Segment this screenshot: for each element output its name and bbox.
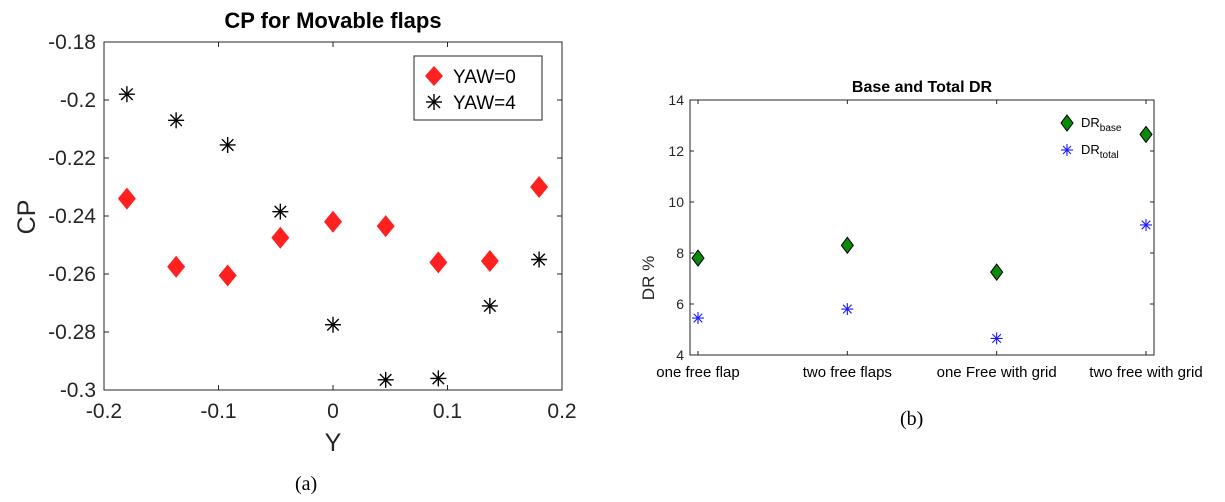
cp-point-yaw0 (376, 215, 395, 238)
dr-point-base (840, 236, 854, 255)
dr-chart-ylabel: DR % (639, 256, 658, 300)
dr-chart: Base and Total DR DR % 4 6 8 10 12 14 one free… (639, 79, 1203, 381)
cp-point-yaw0 (218, 264, 237, 287)
x-tick-label: -0.2 (86, 400, 122, 423)
cp-point-yaw4 (118, 86, 135, 103)
cp-point-yaw0 (429, 251, 448, 274)
dr-legend-total: DRtotal (1081, 142, 1119, 161)
caption-a: (a) (295, 473, 318, 495)
cp-legend: YAW=0 YAW=4 (413, 55, 543, 121)
x-tick-label: 0.1 (433, 400, 462, 423)
cp-chart-ylabel: CP (13, 200, 41, 235)
x-tick-label: 0 (327, 400, 339, 423)
dr-y-tick-label: 4 (676, 347, 684, 363)
cp-chart: CP for Movable flaps CP Y -0.2 -0.1 0 0.1 0.… (13, 8, 577, 457)
y-tick-label: -0.18 (48, 31, 96, 54)
x-tick-label: 0.2 (547, 400, 576, 423)
cp-point-yaw4 (481, 297, 498, 314)
dr-point-total (841, 303, 854, 316)
y-tick-label: -0.28 (48, 321, 96, 344)
cp-chart-title: CP for Movable flaps (224, 8, 441, 33)
cp-point-yaw0 (324, 210, 342, 233)
cp-point-yaw0 (271, 226, 290, 249)
caption-b: (b) (900, 408, 924, 430)
dr-category-label: two free flaps (803, 364, 892, 381)
cp-legend-box (413, 55, 543, 121)
cp-point-yaw0 (167, 255, 186, 278)
cp-point-yaw4 (430, 370, 447, 387)
cp-legend-yaw4: YAW=4 (453, 93, 516, 114)
dr-y-tick-label: 14 (668, 92, 684, 108)
cp-point-yaw4 (168, 112, 185, 129)
dr-category-label: one Free with grid (937, 364, 1057, 381)
x-tick-label: -0.1 (200, 400, 236, 423)
legend-red-diamond-icon (425, 66, 443, 86)
cp-point-yaw0 (117, 187, 136, 210)
dr-legend-base: DRbase (1081, 115, 1122, 134)
legend-blue-asterisk-icon (1061, 144, 1073, 156)
dr-legend: DRbase DRtotal (1060, 114, 1122, 161)
cp-legend-yaw0: YAW=0 (453, 67, 516, 88)
dr-y-tick-label: 8 (676, 245, 684, 261)
y-tick-label: -0.26 (48, 263, 96, 286)
dr-chart-title: Base and Total DR (852, 79, 993, 96)
cp-point-yaw4 (377, 371, 394, 388)
dr-point-total (1140, 218, 1152, 231)
cp-point-yaw4 (325, 316, 341, 333)
y-tick-label: -0.22 (48, 147, 96, 170)
y-tick-label: -0.3 (60, 379, 96, 402)
dr-category-label: one free flap (656, 364, 739, 381)
cp-point-yaw0 (480, 249, 499, 272)
dr-category-label: two free with grid (1089, 364, 1202, 381)
y-tick-label: -0.2 (60, 89, 96, 112)
cp-point-yaw0 (530, 176, 549, 198)
dr-point-total (692, 312, 704, 325)
cp-point-yaw4 (219, 136, 236, 153)
dr-y-tick-label: 10 (668, 194, 684, 210)
cp-chart-xlabel: Y (325, 429, 342, 457)
cp-point-yaw4 (272, 203, 289, 220)
legend-green-diamond-icon (1060, 114, 1074, 132)
dr-point-base (1139, 125, 1153, 144)
dr-point-total (990, 332, 1003, 345)
dr-point-base (990, 263, 1004, 281)
y-tick-label: -0.24 (48, 205, 96, 228)
legend-black-asterisk-icon (426, 94, 442, 110)
dr-point-base (691, 249, 705, 267)
dr-plot-area (689, 99, 1155, 356)
cp-point-yaw4 (531, 251, 548, 268)
dr-y-tick-label: 12 (668, 143, 684, 159)
dr-y-tick-label: 6 (676, 296, 684, 312)
